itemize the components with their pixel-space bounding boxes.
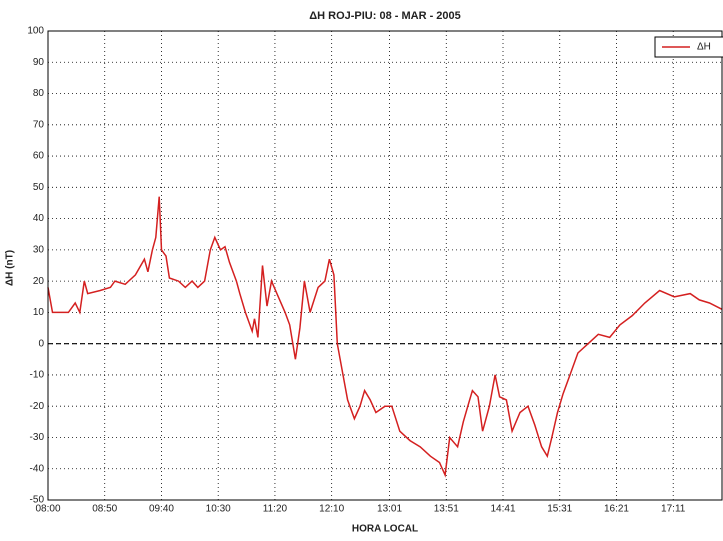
x-tick-label: 10:30 xyxy=(206,504,231,515)
x-tick-label: 12:10 xyxy=(319,504,344,515)
y-tick-label: 50 xyxy=(33,182,45,193)
x-tick-label: 13:51 xyxy=(434,504,459,515)
y-tick-label: -10 xyxy=(30,370,45,381)
y-tick-label: 20 xyxy=(33,276,45,287)
x-tick-label: 08:50 xyxy=(92,504,117,515)
plot-frame xyxy=(47,30,723,501)
x-tick-label: 11:20 xyxy=(263,504,288,515)
y-tick-label: 100 xyxy=(27,26,44,37)
legend-label: ΔH xyxy=(697,42,711,53)
y-tick-label: 70 xyxy=(33,119,45,130)
x-tick-label: 08:00 xyxy=(35,504,60,515)
x-tick-label: 17:11 xyxy=(661,504,686,515)
x-tick-label: 16:21 xyxy=(604,504,629,515)
x-tick-label: 09:40 xyxy=(149,504,174,515)
y-tick-label: 0 xyxy=(38,338,44,349)
y-tick-label: 80 xyxy=(33,88,45,99)
chart-title: ΔH ROJ-PIU: 08 - MAR - 2005 xyxy=(309,10,461,22)
x-tick-label: 15:31 xyxy=(547,504,572,515)
y-tick-label: -40 xyxy=(30,463,45,474)
y-tick-label: 90 xyxy=(33,57,45,68)
y-tick-label: 10 xyxy=(33,307,45,318)
data-line xyxy=(47,196,723,478)
y-tick-label: -50 xyxy=(30,495,45,506)
x-axis-label: HORA LOCAL xyxy=(352,524,418,535)
y-tick-label: 40 xyxy=(33,213,45,224)
y-tick-label: -30 xyxy=(30,432,45,443)
y-tick-label: 30 xyxy=(33,245,45,256)
y-axis-label: ΔH (nT) xyxy=(5,250,16,286)
y-tick-label: -20 xyxy=(30,401,45,412)
x-tick-label: 14:41 xyxy=(490,504,515,515)
y-tick-label: 60 xyxy=(33,151,45,162)
plot-area xyxy=(47,30,723,501)
x-tick-label: 13:01 xyxy=(377,504,402,515)
